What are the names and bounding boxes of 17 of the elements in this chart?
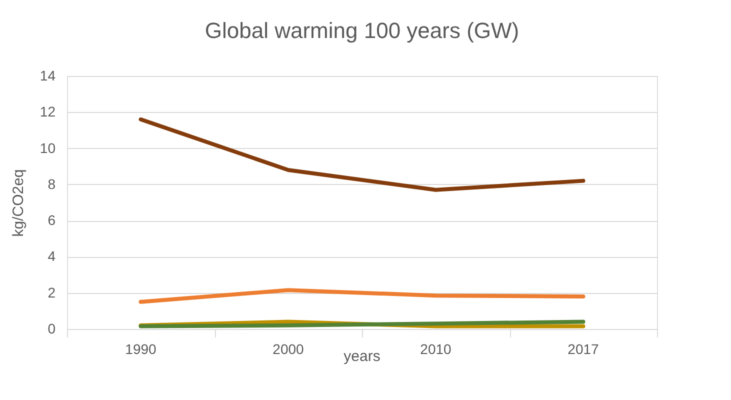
x-tick-label: 2000 bbox=[272, 341, 304, 357]
x-tick-label: 1990 bbox=[125, 341, 157, 357]
x-tick-label: 2017 bbox=[568, 341, 600, 357]
y-tick-label: 4 bbox=[48, 248, 56, 264]
y-tick-label: 12 bbox=[40, 104, 56, 120]
y-tick-label: 2 bbox=[48, 284, 56, 300]
y-tick-label: 14 bbox=[40, 68, 56, 84]
y-tick-label: 6 bbox=[48, 212, 56, 228]
y-tick-label: 0 bbox=[48, 320, 56, 336]
x-axis-title: years bbox=[344, 348, 380, 365]
x-tick-label: 2010 bbox=[420, 341, 452, 357]
line-series bbox=[138, 288, 586, 304]
y-tick-label: 10 bbox=[40, 140, 56, 156]
y-axis-title: kg/CO2eq bbox=[10, 169, 27, 237]
line-series bbox=[138, 117, 586, 192]
y-tick-label: 8 bbox=[48, 176, 56, 192]
chart-title: Global warming 100 years (GW) bbox=[204, 18, 520, 43]
